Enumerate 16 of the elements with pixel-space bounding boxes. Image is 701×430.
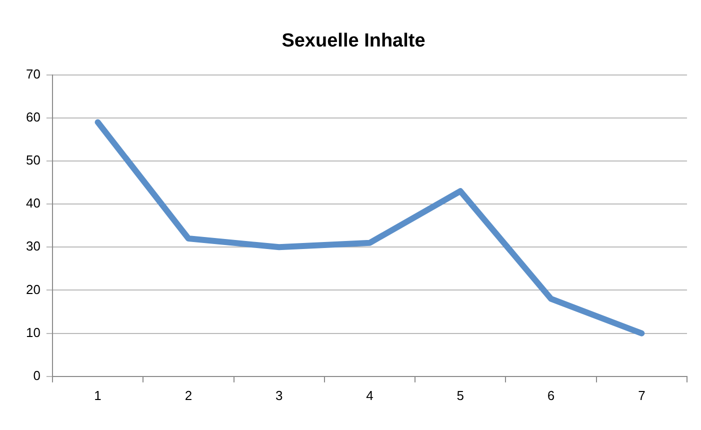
y-tick-label: 0 [33,368,40,383]
y-tick-label: 20 [26,282,40,297]
x-tick-label: 5 [456,388,464,403]
x-tick-label: 6 [547,388,555,403]
y-tick-label: 60 [26,109,40,124]
y-tick-label: 70 [26,66,40,82]
x-tick-label: 3 [275,388,283,403]
y-tick-label: 40 [26,196,40,211]
y-tick-label: 10 [26,324,40,340]
y-tick-label: 50 [26,152,40,168]
x-tick-label: 2 [184,388,192,403]
chart-title: Sexuelle Inhalte [282,30,426,52]
y-tick-label: 30 [26,238,40,254]
x-tick-label: 4 [366,388,374,403]
x-tick-label: 7 [638,388,646,403]
x-tick-label: 1 [94,388,102,403]
